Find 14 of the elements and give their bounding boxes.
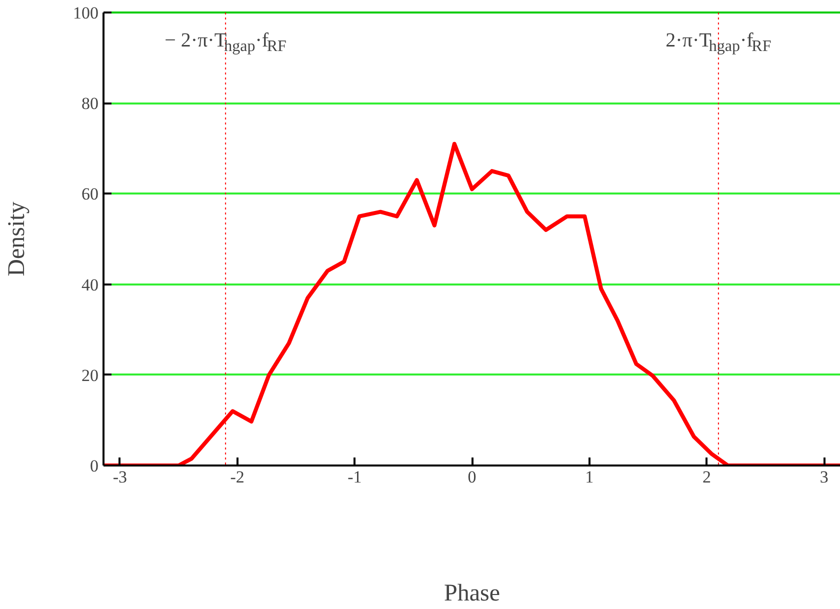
x-tick-label: 1 — [585, 468, 594, 486]
x-tick-label: 0 — [468, 468, 476, 486]
x-tick-label: -3 — [112, 468, 128, 486]
y-tick-label: 40 — [82, 275, 98, 294]
x-tick-label: 2 — [702, 468, 711, 486]
x-tick-label: 3 — [820, 468, 828, 486]
y-tick-label: 20 — [82, 366, 98, 385]
y-tick-label: 100 — [73, 4, 98, 22]
x-axis-title: Phase — [444, 580, 500, 606]
y-tick-label: 60 — [82, 184, 98, 204]
x-tick-label: -1 — [348, 468, 362, 486]
x-tick-label: -2 — [230, 468, 244, 486]
y-tick-label: 80 — [82, 94, 98, 114]
y-axis-title: Density — [4, 202, 30, 276]
